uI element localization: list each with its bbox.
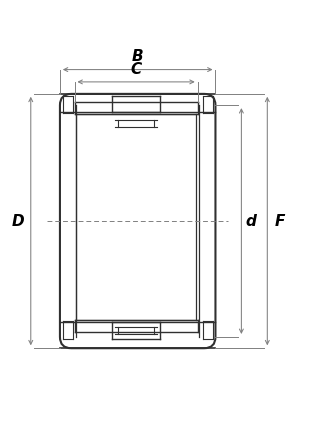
Text: B: B <box>132 49 144 64</box>
Text: F: F <box>275 214 285 229</box>
Text: C: C <box>131 62 142 77</box>
Text: D: D <box>12 214 25 229</box>
Text: d: d <box>246 214 257 229</box>
